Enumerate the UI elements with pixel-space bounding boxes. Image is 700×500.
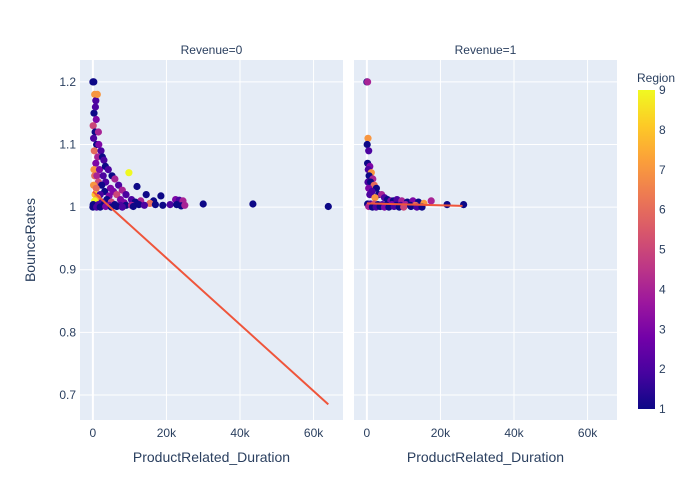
data-point (122, 191, 130, 199)
data-point (92, 115, 100, 124)
data-point (95, 140, 103, 149)
y-tick-label: 0.9 (59, 263, 76, 277)
data-point (199, 200, 207, 208)
colorbar-tick-label: 7 (659, 163, 666, 177)
data-point (90, 134, 98, 142)
data-point (92, 159, 100, 167)
data-point (129, 202, 137, 211)
data-point (125, 169, 133, 177)
y-tick-label: 1.1 (59, 138, 76, 152)
data-point (113, 191, 121, 199)
data-point (324, 202, 332, 211)
x-tick-label: 60k (578, 426, 598, 440)
data-point (91, 103, 99, 111)
x-tick-label: 40k (504, 426, 524, 440)
y-axis-title: BounceRates (22, 198, 38, 282)
data-point (94, 128, 102, 136)
data-point (460, 201, 468, 209)
colorbar-tick-label: 8 (659, 123, 666, 137)
data-point (95, 166, 104, 174)
data-point (90, 147, 98, 155)
data-point (365, 147, 373, 155)
data-point (363, 140, 371, 149)
x-tick-label: 0 (90, 426, 97, 440)
data-point (90, 78, 98, 86)
colorbar-title: Region (637, 71, 675, 85)
data-point (140, 201, 148, 209)
data-point (371, 194, 379, 202)
colorbar-tick-label: 4 (659, 282, 666, 296)
facet-title: Revenue=1 (455, 43, 517, 57)
y-tick-label: 0.7 (59, 388, 76, 402)
data-point (93, 172, 101, 180)
data-point (93, 90, 101, 98)
data-point (427, 197, 435, 205)
y-tick-label: 0.8 (59, 325, 76, 339)
y-tick-label: 1 (69, 200, 76, 214)
data-point (113, 202, 121, 211)
data-point (115, 181, 123, 189)
x-tick-label: 40k (230, 426, 250, 440)
x-tick-label: 0 (364, 426, 371, 440)
data-point (100, 156, 108, 164)
plot-area-2 (354, 60, 617, 420)
x-tick-label: 60k (304, 426, 324, 440)
data-point (366, 191, 374, 199)
data-point (249, 200, 257, 208)
y-tick-label: 1.2 (59, 75, 76, 89)
data-point (142, 191, 150, 199)
plot-area-1 (80, 60, 343, 420)
data-point (157, 192, 165, 200)
colorbar (638, 90, 655, 409)
data-point (166, 201, 174, 209)
trendline (366, 202, 463, 207)
colorbar-tick-label: 2 (659, 362, 666, 376)
data-point (89, 122, 97, 130)
x-tick-label: 20k (431, 426, 451, 440)
colorbar-tick-label: 5 (659, 243, 666, 257)
data-point (97, 147, 105, 155)
data-point (146, 199, 154, 207)
data-point (104, 166, 112, 174)
colorbar-tick-label: 3 (659, 322, 666, 336)
x-axis-title: ProductRelated_Duration (133, 449, 290, 465)
x-tick-label: 20k (157, 426, 177, 440)
data-point (118, 203, 126, 211)
colorbar-tick-label: 9 (659, 83, 666, 97)
data-point (364, 78, 372, 86)
trendline (92, 190, 329, 406)
data-point (92, 184, 100, 192)
data-point (385, 203, 393, 211)
data-point (135, 201, 143, 209)
data-point (181, 201, 189, 209)
colorbar-tick-label: 6 (659, 203, 666, 217)
data-point (364, 134, 372, 142)
data-point (99, 172, 107, 180)
x-axis-title: ProductRelated_Duration (407, 449, 564, 465)
data-point (159, 201, 167, 209)
colorbar-tick-label: 1 (659, 402, 666, 416)
facet-title: Revenue=0 (181, 43, 243, 57)
data-point (98, 181, 106, 189)
data-point (133, 182, 141, 191)
data-point (151, 201, 159, 209)
data-point (111, 175, 119, 183)
data-point (90, 166, 98, 174)
data-point (96, 203, 104, 211)
data-point (92, 97, 100, 105)
data-point (90, 109, 98, 117)
